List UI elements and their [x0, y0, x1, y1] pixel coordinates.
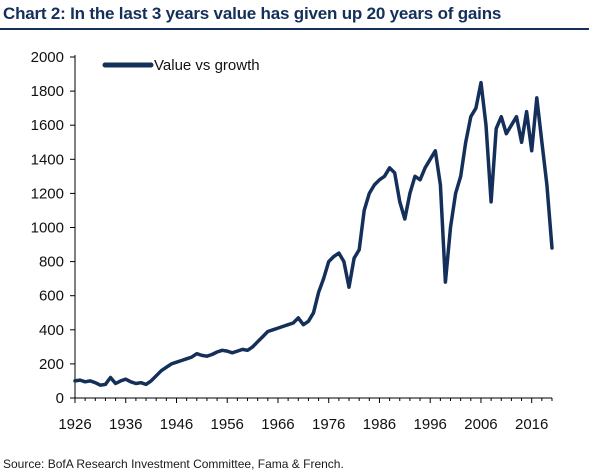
y-tick-label: 600 — [39, 288, 64, 305]
x-tick-label: 2006 — [464, 416, 497, 433]
y-tick-label: 1200 — [31, 185, 64, 202]
x-tick-label: 1996 — [414, 416, 447, 433]
x-tick-label: 2016 — [515, 416, 548, 433]
y-tick-label: 1400 — [31, 151, 64, 168]
y-tick-label: 1600 — [31, 117, 64, 134]
series-line-value-vs-growth — [73, 80, 554, 387]
y-tick-label: 1000 — [31, 220, 64, 237]
y-tick-label: 200 — [39, 356, 64, 373]
legend-label: Value vs growth — [154, 57, 260, 74]
x-tick-label: 1966 — [261, 416, 294, 433]
x-tick-label: 1956 — [211, 416, 244, 433]
y-axis-tick-labels: 0 200 400 600 800 1000 1200 1400 1600 1800 2000 — [31, 49, 64, 407]
plot-area — [73, 80, 554, 387]
x-axis-tick-labels: 1926 1936 1946 1956 1966 1976 1986 1996 2006 2016 — [58, 416, 548, 433]
y-tick-label: 1800 — [31, 83, 64, 100]
chart-title: Chart 2: In the last 3 years value has g… — [3, 4, 502, 23]
x-tick-label: 1946 — [160, 416, 193, 433]
x-tick-label: 1986 — [363, 416, 396, 433]
y-tick-label: 2000 — [31, 49, 64, 66]
chart-axes — [70, 55, 553, 403]
y-tick-label: 800 — [39, 254, 64, 271]
title-underline — [0, 28, 589, 30]
source-note: Source: BofA Research Investment Committ… — [3, 457, 344, 471]
y-tick-label: 400 — [39, 322, 64, 339]
legend: Value vs growth — [102, 57, 260, 74]
x-tick-label: 1926 — [58, 416, 91, 433]
x-tick-label: 1976 — [312, 416, 345, 433]
x-tick-label: 1936 — [109, 416, 142, 433]
y-tick-label: 0 — [56, 390, 64, 407]
